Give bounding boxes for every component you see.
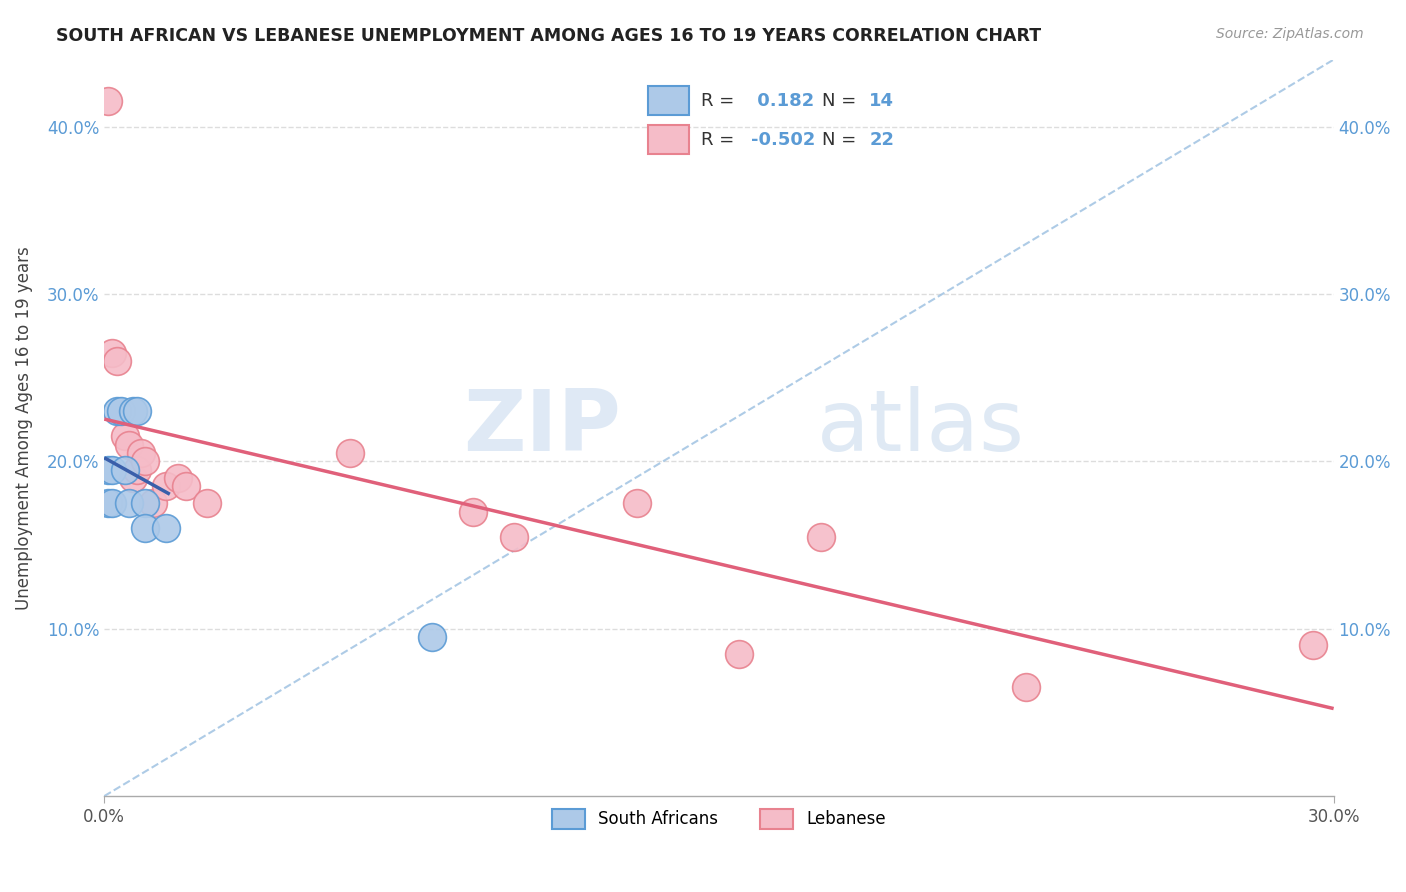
Point (1302, 639, 1324, 653)
Point (118, 437, 141, 451)
Point (461, 504, 484, 518)
Text: atlas: atlas (817, 386, 1025, 469)
Point (195, 496, 218, 510)
Point (167, 471, 190, 485)
Point (174, 479, 197, 493)
Point (122, 471, 145, 485)
Point (503, 530, 526, 544)
Point (728, 647, 751, 661)
Point (101, 345, 124, 359)
Text: ZIP: ZIP (463, 386, 620, 469)
Point (142, 496, 165, 510)
Point (810, 530, 832, 544)
Point (1015, 681, 1038, 695)
Point (339, 446, 361, 460)
Text: SOUTH AFRICAN VS LEBANESE UNEMPLOYMENT AMONG AGES 16 TO 19 YEARS CORRELATION CHA: SOUTH AFRICAN VS LEBANESE UNEMPLOYMENT A… (56, 27, 1042, 45)
Point (97, 496, 120, 510)
Y-axis label: Unemployment Among Ages 16 to 19 years: Unemployment Among Ages 16 to 19 years (15, 246, 32, 610)
Point (97, 95, 120, 109)
Point (114, 463, 136, 477)
Point (105, 404, 128, 418)
Point (110, 404, 132, 418)
Point (101, 496, 124, 510)
Point (122, 404, 145, 418)
Text: Source: ZipAtlas.com: Source: ZipAtlas.com (1216, 27, 1364, 41)
Point (155, 479, 177, 493)
Point (155, 521, 177, 535)
Point (125, 404, 148, 418)
Point (129, 446, 152, 460)
Point (134, 521, 156, 535)
Point (626, 496, 648, 510)
Point (101, 463, 124, 477)
Point (134, 454, 156, 468)
Point (134, 496, 156, 510)
Point (118, 496, 141, 510)
Point (114, 429, 136, 443)
Legend: South Africans, Lebanese: South Africans, Lebanese (546, 802, 893, 836)
Point (97, 463, 120, 477)
Point (105, 354, 128, 368)
Point (125, 463, 148, 477)
Point (420, 630, 443, 644)
